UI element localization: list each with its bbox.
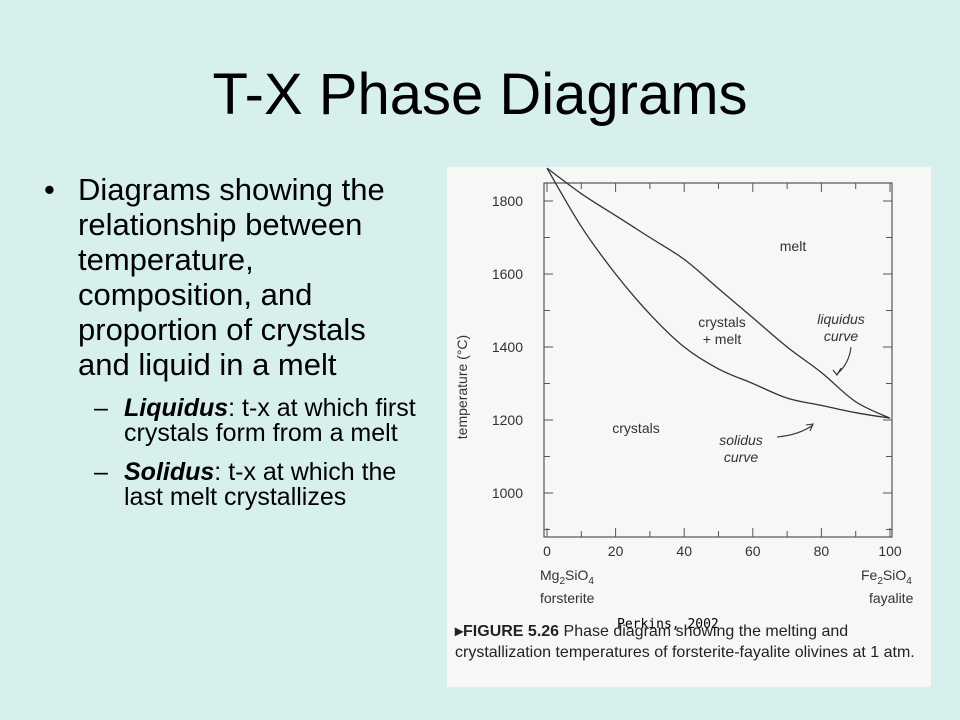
x-tick-label: 20 bbox=[608, 543, 624, 559]
slide-title: T-X Phase Diagrams bbox=[212, 62, 748, 127]
solidus-curve-label-2: curve bbox=[724, 449, 758, 465]
plot-frame bbox=[543, 182, 893, 538]
x-tick-label: 60 bbox=[745, 543, 761, 559]
liquidus-curve-label-1: liquidus bbox=[817, 311, 864, 327]
bullet-dot: • bbox=[44, 172, 55, 207]
fayalite-formula: Fe2SiO4 bbox=[861, 567, 912, 587]
bullet-list: • Diagrams showing the relationship betw… bbox=[44, 172, 424, 510]
x-tick-label: 0 bbox=[543, 543, 551, 559]
solidus-term: Solidus bbox=[124, 458, 215, 486]
main-bullet-text: Diagrams showing the relationship betwee… bbox=[78, 172, 385, 382]
x-tick-label: 80 bbox=[814, 543, 830, 559]
y-tick-label: 1000 bbox=[492, 485, 523, 501]
y-tick-label: 1200 bbox=[492, 412, 523, 428]
figure-label: ▸FIGURE 5.26 bbox=[455, 623, 560, 640]
sub-bullet-solidus: – Solidus: t-x at which the last melt cr… bbox=[44, 460, 424, 510]
x-tick-label: 100 bbox=[878, 543, 902, 559]
phase-diagram-figure: 1000 1200 1400 1600 1800 0 20 40 60 80 100 temper… bbox=[447, 167, 931, 687]
sub-bullet-liquidus: – Liquidus: t-x at which first crystals … bbox=[44, 396, 424, 446]
main-bullet: • Diagrams showing the relationship betw… bbox=[44, 172, 424, 382]
liquidus-arrowhead bbox=[832, 367, 842, 376]
phase-diagram-svg: 1000 1200 1400 1600 1800 0 20 40 60 80 100 temper… bbox=[454, 167, 914, 606]
solidus-line bbox=[546, 167, 891, 419]
dash-marker: – bbox=[94, 394, 108, 422]
x-tick-labels: 0 20 40 60 80 100 bbox=[543, 543, 902, 559]
figure-caption: ▸FIGURE 5.26 Phase diagram showing the m… bbox=[455, 621, 925, 663]
liquidus-line bbox=[546, 167, 891, 419]
y-tick-label: 1800 bbox=[492, 193, 523, 209]
forsterite-formula: Mg2SiO4 bbox=[540, 567, 594, 587]
y-axis-label: temperature (°C) bbox=[454, 335, 470, 439]
forsterite-name: forsterite bbox=[540, 590, 595, 606]
solidus-arrow bbox=[776, 424, 814, 438]
crystals-melt-label-1: crystals bbox=[698, 314, 745, 330]
solidus-curve-label-1: solidus bbox=[719, 432, 763, 448]
liquidus-definition: : t-x at which first crystals form from … bbox=[124, 394, 416, 447]
y-tick-label: 1600 bbox=[492, 266, 523, 282]
dash-marker: – bbox=[94, 458, 108, 486]
crystals-label: crystals bbox=[612, 420, 659, 436]
liquidus-arrow bbox=[836, 346, 852, 375]
liquidus-term: Liquidus bbox=[124, 394, 229, 422]
solidus-arrowhead bbox=[805, 423, 814, 432]
caption-text: Phase diagram showing the melting and cr… bbox=[455, 623, 915, 661]
y-tick-label: 1400 bbox=[492, 339, 523, 355]
y-tick-labels: 1000 1200 1400 1600 1800 bbox=[492, 193, 523, 501]
solidus-definition: : t-x at which the last melt crystallize… bbox=[124, 458, 397, 511]
x-tick-label: 40 bbox=[676, 543, 692, 559]
melt-label: melt bbox=[780, 238, 807, 254]
crystals-melt-label-2: + melt bbox=[703, 331, 742, 347]
fayalite-name: fayalite bbox=[869, 590, 914, 606]
axis-ticks bbox=[544, 183, 892, 537]
figure-credit: Perkins, 2002 bbox=[617, 617, 719, 632]
liquidus-curve-label-2: curve bbox=[824, 328, 858, 344]
